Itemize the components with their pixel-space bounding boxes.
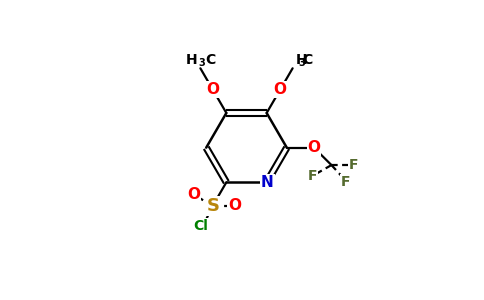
Text: H: H xyxy=(296,53,307,67)
Text: C: C xyxy=(302,53,312,67)
Text: O: O xyxy=(307,140,320,155)
Text: O: O xyxy=(206,82,219,97)
Text: 3: 3 xyxy=(299,58,305,68)
Text: O: O xyxy=(228,198,241,213)
Text: O: O xyxy=(274,82,287,97)
Text: Cl: Cl xyxy=(194,219,209,233)
Text: C: C xyxy=(205,53,215,67)
Text: F: F xyxy=(341,175,350,189)
Text: N: N xyxy=(261,175,274,190)
Text: S: S xyxy=(206,197,219,215)
Text: F: F xyxy=(348,158,358,172)
Text: O: O xyxy=(187,188,200,202)
Text: F: F xyxy=(308,169,318,183)
Text: H: H xyxy=(186,53,197,67)
Text: 3: 3 xyxy=(199,58,206,68)
